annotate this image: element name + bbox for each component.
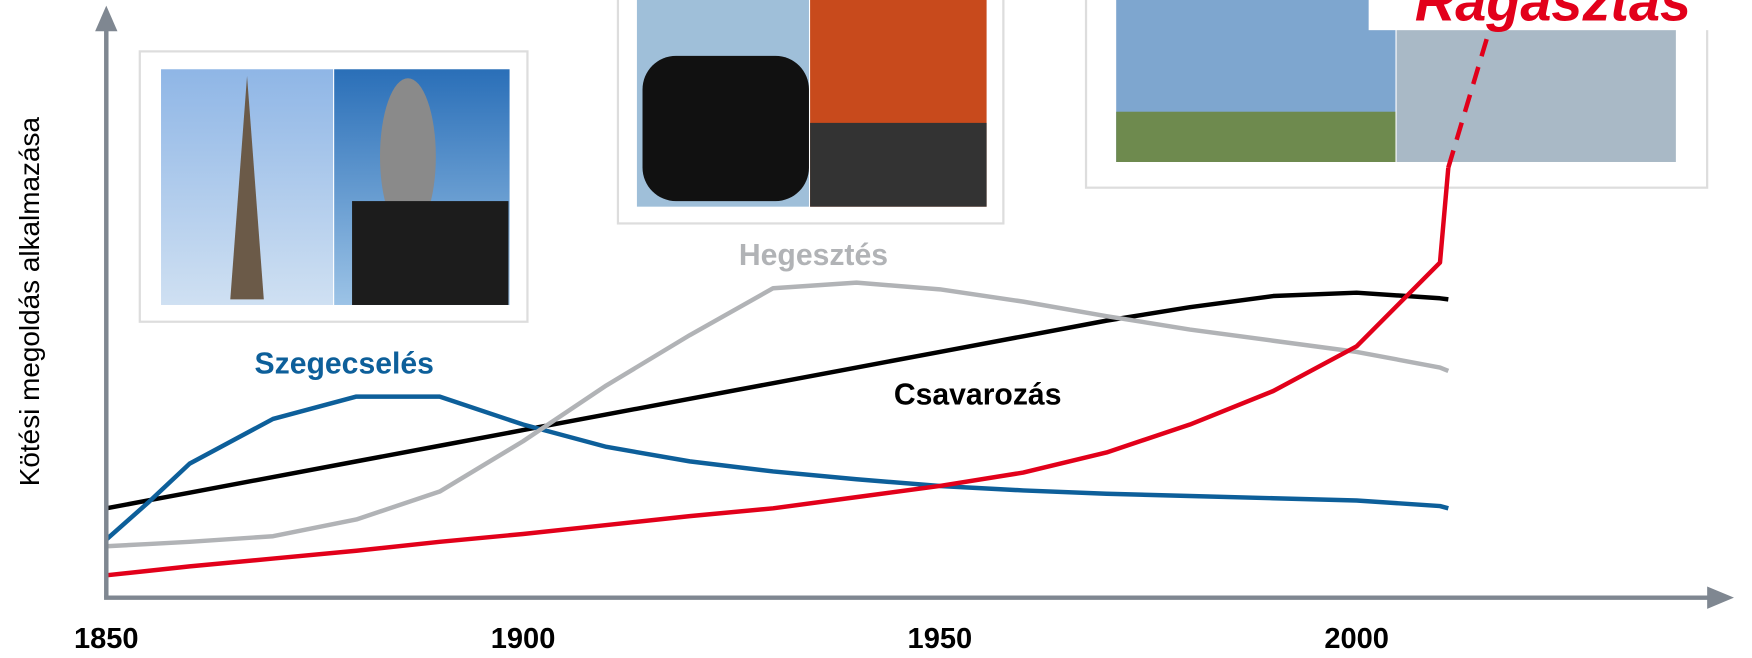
photo-frame: [618, 0, 1003, 223]
x-tick-label: 2000: [1324, 623, 1389, 655]
x-axis-arrow: [1707, 587, 1734, 609]
series-label: Szegecselés: [255, 347, 434, 380]
y-axis-arrow: [95, 6, 117, 32]
photo-frame: [140, 51, 528, 321]
x-tick-label: 1850: [74, 623, 139, 655]
series-label: Ragasztás: [1415, 0, 1691, 32]
page: {"chart_data":{ "type":"line", "y_label"…: [0, 0, 1752, 658]
series-label: Csavarozás: [894, 379, 1062, 412]
series-line: [106, 397, 1448, 540]
series-label: Hegesztés: [739, 239, 888, 272]
chart: Kötési megoldás alkalmazása 1850 1900 1950…: [0, 0, 1752, 658]
x-tick-label: 1950: [908, 623, 973, 655]
x-tick-label: 1900: [491, 623, 556, 655]
y-axis-label: Kötési megoldás alkalmazása: [14, 117, 45, 487]
